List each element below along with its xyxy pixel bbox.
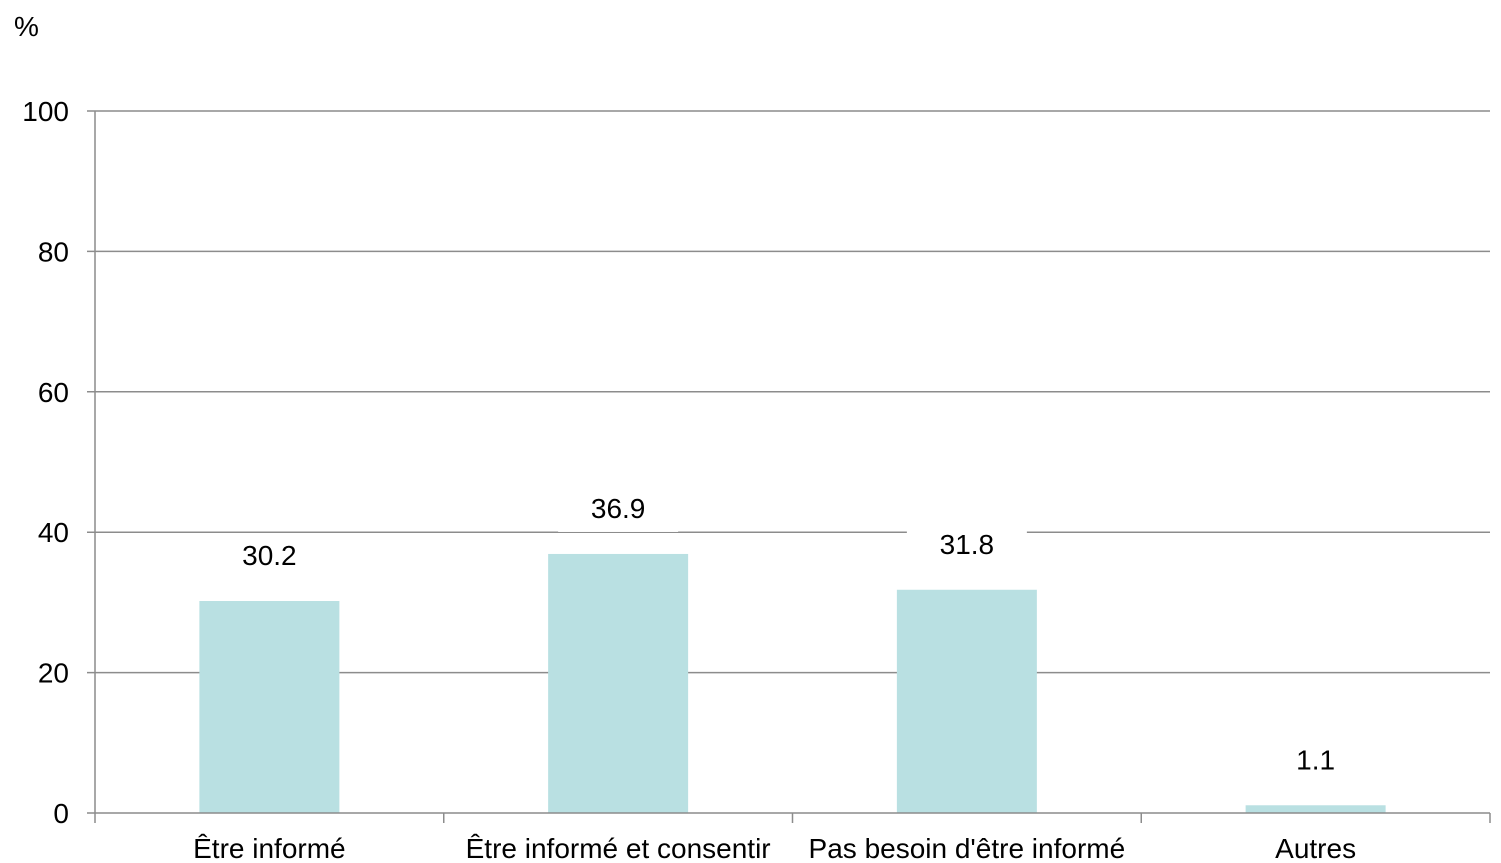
axes [87,111,1491,823]
bar [199,600,340,813]
y-tick-label: 60 [38,377,69,408]
y-tick-label: 20 [38,658,69,689]
x-category-label: Être informé [193,833,346,863]
data-label-background [558,489,679,532]
data-label-background [906,525,1027,568]
y-axis-unit-label: % [14,11,39,42]
data-label: 36.9 [591,493,646,524]
y-tick-label: 80 [38,236,69,267]
bar [1245,805,1386,813]
y-axis-ticks: 0 20 40 60 80 100 [22,96,69,829]
data-label: 31.8 [940,529,995,560]
bars: 30.2 36.9 31.8 1.1 [199,489,1386,813]
data-label: 1.1 [1296,744,1335,775]
category-labels: Être informé Être informé et consentir Pas… [193,833,1356,863]
x-category-label: Pas besoin d'être informé [809,833,1126,863]
bar [548,553,689,813]
y-tick-label: 100 [22,96,69,127]
x-category-label: Être informé et consentir [466,833,771,863]
y-tick-label: 40 [38,517,69,548]
y-tick-label: 0 [53,798,69,829]
data-label-background [209,536,330,579]
data-label: 30.2 [242,540,297,571]
x-category-label: Autres [1275,833,1356,863]
gridlines [87,110,1490,674]
bar [896,589,1037,813]
data-label-background [1255,741,1376,784]
